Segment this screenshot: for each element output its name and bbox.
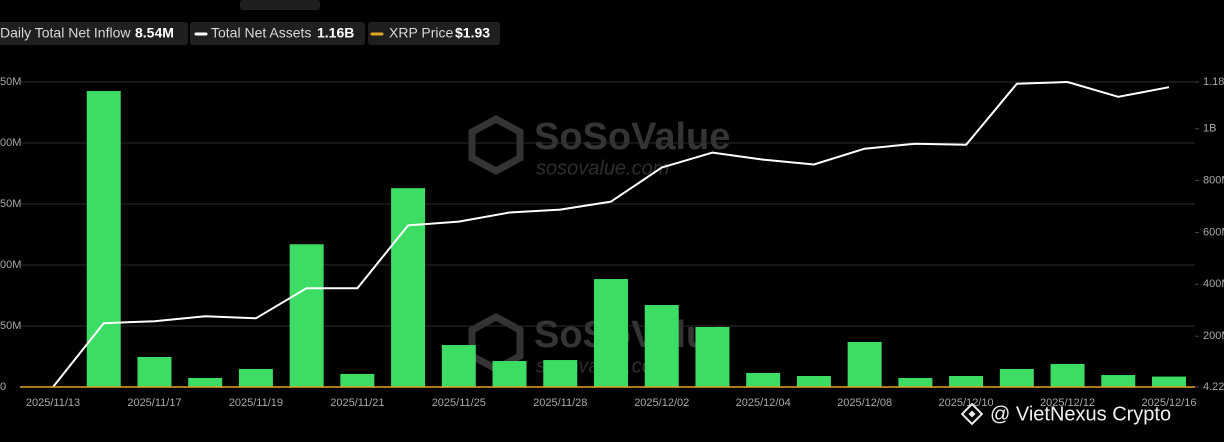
bar [594, 279, 628, 387]
bar [949, 376, 984, 387]
watermark-url: sosovalue.com [536, 157, 669, 179]
y2-tick-label: 800M [1203, 174, 1224, 186]
y-tick-label: 50M [0, 198, 21, 210]
bar [86, 91, 121, 387]
x-tick-label: 2025/12/16 [1141, 397, 1196, 409]
y2-tick-label: 1B [1203, 123, 1216, 135]
x-tick-label: 2025/11/13 [26, 397, 80, 409]
bar [340, 373, 375, 387]
y-tick-label: 00M [0, 259, 21, 271]
legend-value: 1.16B [317, 25, 354, 41]
bar [695, 326, 730, 387]
x-tick-label: 2025/12/08 [837, 397, 892, 409]
legend-value: $1.93 [455, 25, 490, 41]
legend-chip [190, 22, 365, 45]
legend-name: XRP Price [389, 25, 454, 41]
credit-icon [960, 402, 984, 426]
x-tick-label: 2025/11/21 [330, 397, 384, 409]
x-tick-label: 2025/11/19 [229, 397, 283, 409]
y-tick-label: 50M [0, 320, 21, 332]
bar [289, 244, 324, 387]
bar [847, 341, 882, 387]
watermark-logo [468, 115, 524, 175]
x-tick-label: 2025/12/02 [634, 397, 689, 409]
y2-tick-label: 4.22 [1203, 381, 1224, 393]
tab [240, 0, 320, 10]
bar [796, 376, 831, 387]
legend-name: Daily Total Net Inflow [0, 25, 131, 41]
marks [20, 81, 1195, 388]
bar [1050, 363, 1085, 387]
x-tick-label: 2025/12/04 [736, 397, 791, 409]
bar [543, 360, 578, 387]
x-tick-label: 2025/12/12 [1040, 397, 1095, 409]
bar [391, 188, 426, 387]
x-tick-label: 2025/11/17 [127, 397, 181, 409]
bar [898, 377, 933, 387]
y2-tick-label: 400M [1203, 278, 1224, 290]
bar [137, 356, 172, 387]
y-tick-label: 50M [0, 76, 21, 88]
bar [1152, 376, 1186, 387]
bar [999, 368, 1034, 387]
bar [441, 345, 476, 387]
line [52, 81, 1170, 388]
bar [746, 372, 781, 387]
credit: @ VietNexus Crypto [960, 402, 1171, 426]
y2-tick-label: 200M [1203, 330, 1224, 342]
legend-chip [368, 22, 500, 45]
y-tick-label: 00M [0, 137, 21, 149]
legend-chip [0, 22, 188, 45]
bar [188, 377, 223, 387]
bar [644, 305, 679, 387]
legend-name: Total Net Assets [211, 25, 311, 41]
x-tick-label: 2025/12/10 [939, 397, 994, 409]
x-tick-label: 2025/11/28 [533, 397, 587, 409]
bar [1101, 375, 1136, 387]
y2-tick-label: 1.18 [1203, 76, 1224, 88]
bar [492, 361, 527, 387]
legend-value: 8.54M [135, 25, 174, 41]
credit-text: @ VietNexus Crypto [990, 403, 1171, 425]
y2-tick-label: 600M [1203, 226, 1224, 238]
bar [238, 368, 273, 387]
x-tick-label: 2025/11/25 [432, 397, 486, 409]
legend: Daily Total Net Inflow 8.54M Total Net Ass… [0, 22, 500, 45]
y-tick-label: 0 [0, 381, 6, 393]
grid: 0 50M 00M 50M 00M 50M 4.22 200M 400M 600M 800M 1B 1.… [0, 76, 1224, 409]
watermark-name: SoSoValue [534, 116, 730, 158]
